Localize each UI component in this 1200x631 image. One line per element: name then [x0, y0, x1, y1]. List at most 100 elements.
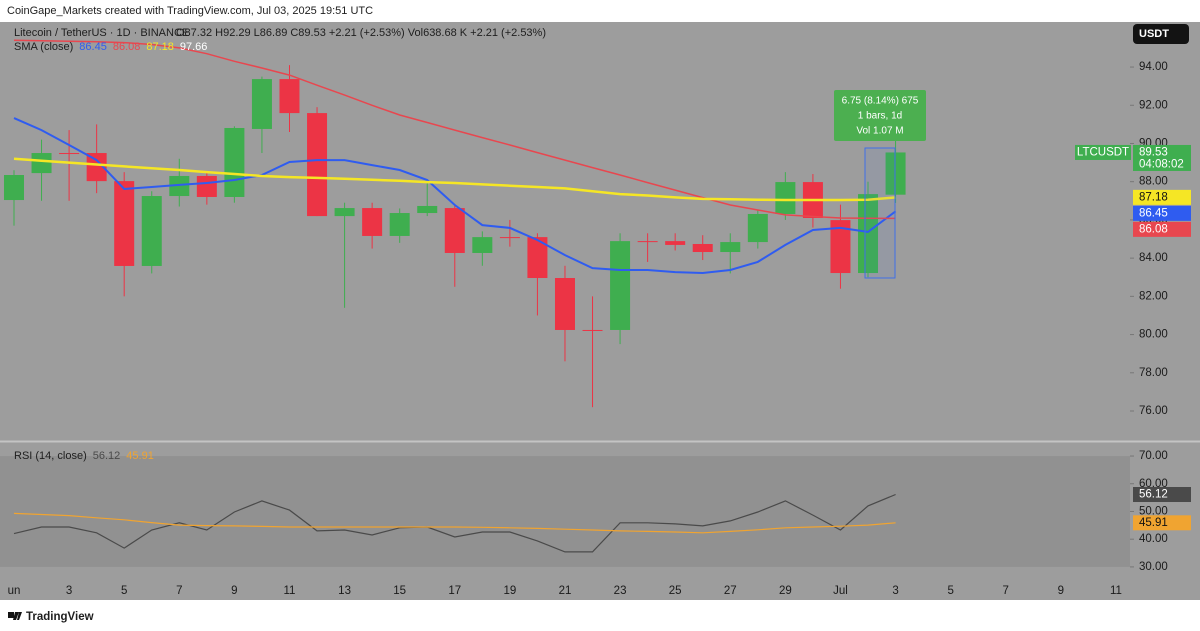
legend-value: 87.18: [146, 41, 174, 53]
candle-body: [86, 153, 107, 182]
x-tick-label: 11: [1110, 585, 1122, 597]
candle-body: [389, 213, 410, 236]
rsi-pane: [0, 456, 1130, 567]
x-tick-label: 21: [559, 585, 572, 597]
candle-body: [747, 213, 768, 243]
price-badge: [1133, 189, 1191, 205]
x-tick-label: un: [8, 585, 21, 597]
legend-value: 45.91: [126, 450, 154, 462]
x-tick-label: 5: [121, 585, 127, 597]
measure-text: 1 bars, 1d: [858, 111, 902, 122]
x-tick-label: 11: [284, 585, 296, 597]
countdown: 04:08:02: [1139, 158, 1184, 170]
x-tick-label: 13: [338, 585, 351, 597]
candle-body: [169, 175, 190, 197]
y-tick-label: 84.00: [1139, 252, 1168, 264]
x-tick-label: 29: [779, 585, 792, 597]
rsi-badge-label: 45.91: [1139, 517, 1168, 529]
candle-body: [3, 175, 24, 201]
candle-body: [554, 278, 575, 330]
price-badge-label: 89.53: [1139, 146, 1168, 158]
candle-body: [141, 196, 162, 266]
logo: [8, 612, 14, 618]
y-tick-label: 76.00: [1139, 405, 1168, 417]
x-tick-label: 7: [176, 585, 182, 597]
measure: 6.75 (8.14%) 675 1 bars, 1d Vol 1.07 M: [834, 90, 926, 279]
brand-name: TradingView: [26, 611, 94, 623]
rsi-tick-label: 30.00: [1139, 561, 1168, 573]
candle-body: [830, 220, 851, 274]
x-tick-label: 9: [231, 585, 237, 597]
logo: [13, 612, 22, 620]
price-badge: [1133, 221, 1191, 237]
candle-body: [527, 237, 548, 279]
candle-body: [334, 208, 355, 217]
x-tick-label: 23: [614, 585, 627, 597]
y-tick-label: 78.00: [1139, 367, 1168, 379]
symbol: Litecoin / TetherUS · 1D · BINANCE: [14, 27, 189, 39]
sma-line: [13, 117, 897, 275]
measure-text: 6.75 (8.14%) 675: [842, 96, 919, 107]
x-tick-label: 9: [1058, 585, 1064, 597]
x-tick-label: 19: [503, 585, 516, 597]
candle-body: [499, 237, 520, 239]
x-tick-label: 25: [669, 585, 682, 597]
legend-value: 86.45: [79, 41, 107, 53]
rsi-label: RSI (14, close): [14, 450, 87, 462]
candle-body: [472, 237, 493, 253]
y-tick-label: 88.00: [1139, 176, 1168, 188]
price-badge: [1133, 144, 1191, 171]
x-tick-label: 5: [947, 585, 953, 597]
y-tick-label: 82.00: [1139, 290, 1168, 302]
candle-body: [610, 241, 631, 330]
currency[interactable]: USDT: [1139, 28, 1169, 40]
legend: Litecoin / TetherUS · 1D · BINANCE O87.3…: [14, 27, 546, 462]
candle-body: [692, 243, 713, 253]
candle-body: [858, 194, 879, 274]
x-tick-label: 17: [448, 585, 461, 597]
sma-line: [13, 39, 896, 220]
measure-text: Vol 1.07 M: [856, 126, 903, 137]
rsi-badge: [1133, 515, 1191, 531]
price-badge-label: 86.08: [1139, 223, 1168, 235]
sma-line: [13, 157, 896, 202]
candle-body: [444, 208, 465, 253]
candle-body: [720, 242, 741, 253]
candle-body: [417, 205, 438, 214]
x-tick-label: 3: [892, 585, 898, 597]
x-tick-label: 7: [1003, 585, 1009, 597]
candle-body: [31, 153, 52, 174]
candle-body: [637, 241, 658, 243]
symbol-badge: [1075, 144, 1131, 160]
candle-body: [279, 79, 300, 114]
axes: un 3 5 7 9 11 13 15 17 19 21 23 25 27 29 Jul 3 5 7 9 11 76.00…: [8, 41, 1191, 597]
x-tick-label: 3: [66, 585, 72, 597]
plot-background: [0, 22, 1200, 600]
price-pane: [3, 39, 906, 408]
overlay-label: SMA (close): [14, 41, 73, 53]
candle-body: [775, 182, 796, 214]
price-badge-label: 86.45: [1139, 207, 1168, 219]
y-tick-label: 92.00: [1139, 99, 1168, 111]
candle-body: [665, 241, 686, 245]
candle-body: [224, 127, 245, 197]
rsi-band: [0, 456, 1130, 567]
measure-tooltip: [834, 90, 926, 141]
rsi-tick-label: 70.00: [1139, 450, 1168, 462]
candle-body: [362, 208, 383, 236]
rsi-tick-label: 40.00: [1139, 533, 1168, 545]
y-tick-label: 94.00: [1139, 61, 1168, 73]
legend-value: 86.08: [113, 41, 141, 53]
rsi-tick-label: 60.00: [1139, 478, 1168, 490]
candle-body: [307, 113, 328, 217]
candle-body: [582, 329, 603, 331]
rsi-line: [13, 493, 896, 553]
attribution: CoinGape_Markets created with TradingVie…: [7, 5, 373, 17]
x-tick-label: 15: [393, 585, 406, 597]
price-badge-label: 87.18: [1139, 191, 1168, 203]
candle-body: [251, 79, 272, 129]
legend-value: 56.12: [93, 450, 121, 462]
currency-button[interactable]: [1133, 24, 1189, 44]
rsi-tick-label: 50.00: [1139, 506, 1168, 518]
